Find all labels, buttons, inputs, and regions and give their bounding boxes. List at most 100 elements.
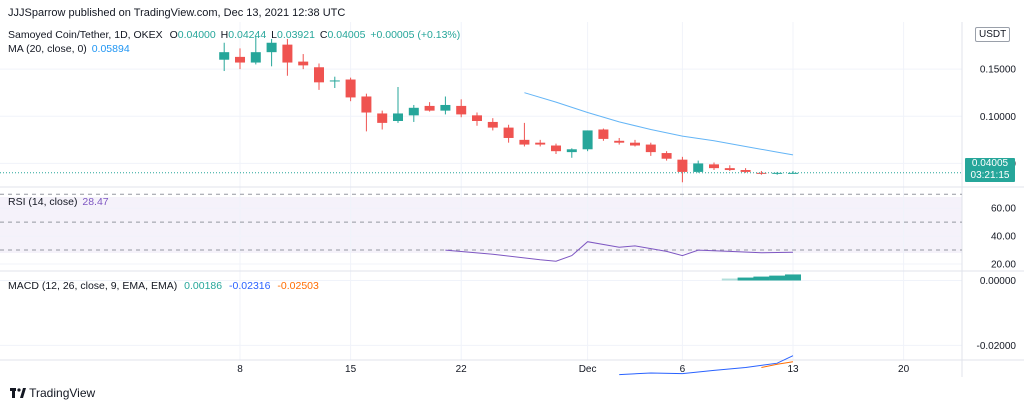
candle-body xyxy=(329,80,340,82)
candle-body xyxy=(487,121,498,128)
signal-value: -0.02503 xyxy=(277,280,319,292)
grid xyxy=(0,22,962,360)
candle-body xyxy=(408,107,419,116)
candle-body xyxy=(630,142,640,146)
y-tick-label: 0.10000 xyxy=(980,112,1017,123)
candle-body xyxy=(235,56,245,63)
candle-body xyxy=(740,170,751,172)
y-axis-ticks: 0.150000.100000.0500060.0040.0020.000.00… xyxy=(977,65,1017,352)
x-tick-label: 22 xyxy=(456,364,468,375)
symbol-name: Samoyed Coin/Tether, 1D, OKEX xyxy=(8,29,163,41)
macd-histogram-bar xyxy=(737,277,754,281)
candles xyxy=(219,36,798,183)
candle-body xyxy=(614,140,625,143)
last-price-tag: 0.04005 03:21:15 xyxy=(965,158,1015,182)
tradingview-logo-icon xyxy=(10,388,26,398)
y-tick-label: 40.00 xyxy=(991,232,1016,243)
y-tick-label: 0.00000 xyxy=(980,276,1017,287)
candle-body xyxy=(551,145,561,152)
ma-label: MA (20, close, 0) xyxy=(8,43,87,55)
macd-value: -0.02316 xyxy=(229,280,271,292)
x-tick-label: Dec xyxy=(579,364,597,375)
candle-body xyxy=(472,115,482,121)
candle-body xyxy=(361,96,372,113)
rsi-band xyxy=(0,197,962,253)
candle-body xyxy=(724,168,735,171)
candle-body xyxy=(503,127,514,138)
bar-countdown: 03:21:15 xyxy=(970,170,1010,181)
macd-line xyxy=(619,355,794,376)
candle-body xyxy=(282,44,293,63)
macd-label: MACD (12, 26, close, 9, EMA, EMA) xyxy=(8,280,178,292)
macd-legend[interactable]: MACD (12, 26, close, 9, EMA, EMA) 0.0018… xyxy=(8,280,319,292)
ma-legend[interactable]: MA (20, close, 0) 0.05894 xyxy=(8,43,130,55)
candle-body xyxy=(709,164,719,169)
pane-separators xyxy=(0,22,1024,377)
close-label: C xyxy=(319,29,328,41)
open-value: 0.04000 xyxy=(177,29,216,41)
x-tick-label: 6 xyxy=(680,364,686,375)
rsi-legend[interactable]: RSI (14, close) 28.47 xyxy=(8,196,109,208)
macd-histogram xyxy=(721,274,801,281)
candle-body xyxy=(693,163,704,172)
published-header: JJJSparrow published on TradingView.com,… xyxy=(8,7,346,19)
high-value: 0.04244 xyxy=(228,29,267,41)
change-value: +0.00005 (+0.13%) xyxy=(370,29,461,41)
last-price-value: 0.04005 xyxy=(971,158,1009,169)
candle-body xyxy=(219,52,230,60)
candle-body xyxy=(345,79,356,98)
candle-body xyxy=(266,42,277,53)
rsi-line xyxy=(445,241,794,262)
rsi-label: RSI (14, close) xyxy=(8,196,78,208)
currency-unit-button[interactable]: USDT xyxy=(975,27,1011,42)
high-label: H xyxy=(220,29,229,41)
candle-body xyxy=(582,130,593,150)
candle-body xyxy=(250,52,261,63)
candle-body xyxy=(566,149,577,153)
open-label: O xyxy=(169,29,178,41)
tradingview-brand: TradingView xyxy=(29,386,96,400)
macd-histogram-bar xyxy=(721,278,738,281)
x-tick-label: 15 xyxy=(345,364,357,375)
candle-body xyxy=(788,172,798,174)
candle-body xyxy=(677,159,688,172)
candle-body xyxy=(424,105,435,111)
macd-histogram-bar xyxy=(753,276,770,281)
candle-body xyxy=(772,172,783,174)
candle-body xyxy=(298,61,309,66)
rsi-levels xyxy=(0,193,962,251)
macd-histogram-bar xyxy=(785,274,801,281)
x-tick-label: 13 xyxy=(787,364,799,375)
y-tick-label: -0.02000 xyxy=(977,341,1017,352)
low-label: L xyxy=(271,29,277,41)
candle-body xyxy=(440,104,451,111)
candle-body xyxy=(756,172,767,174)
tradingview-logo[interactable]: TradingView xyxy=(10,386,95,400)
candle-body xyxy=(393,113,403,121)
low-value: 0.03921 xyxy=(276,29,315,41)
ma-line xyxy=(524,92,794,156)
y-tick-label: 20.00 xyxy=(991,260,1016,271)
candle-body xyxy=(456,105,467,115)
candle-body xyxy=(645,144,656,153)
y-tick-label: 0.15000 xyxy=(980,65,1017,76)
x-axis-ticks: 8 15 22 Dec 6 13 20 xyxy=(237,364,909,375)
candle-body xyxy=(377,113,388,123)
candle-body xyxy=(314,67,324,83)
candle-body xyxy=(598,129,609,139)
candle-body xyxy=(535,142,546,145)
macd-hist-value: 0.00186 xyxy=(184,280,223,292)
symbol-legend[interactable]: Samoyed Coin/Tether, 1D, OKEX O0.04000 H… xyxy=(8,29,460,41)
rsi-value: 28.47 xyxy=(82,196,109,208)
candle-body xyxy=(661,153,672,159)
x-tick-label: 20 xyxy=(898,364,910,375)
close-value: 0.04005 xyxy=(327,29,366,41)
y-tick-label: 60.00 xyxy=(991,204,1016,215)
x-tick-label: 8 xyxy=(237,364,243,375)
signal-line xyxy=(761,361,794,368)
candle-body xyxy=(519,139,530,145)
ma-value: 0.05894 xyxy=(91,43,130,55)
macd-histogram-bar xyxy=(769,275,786,281)
